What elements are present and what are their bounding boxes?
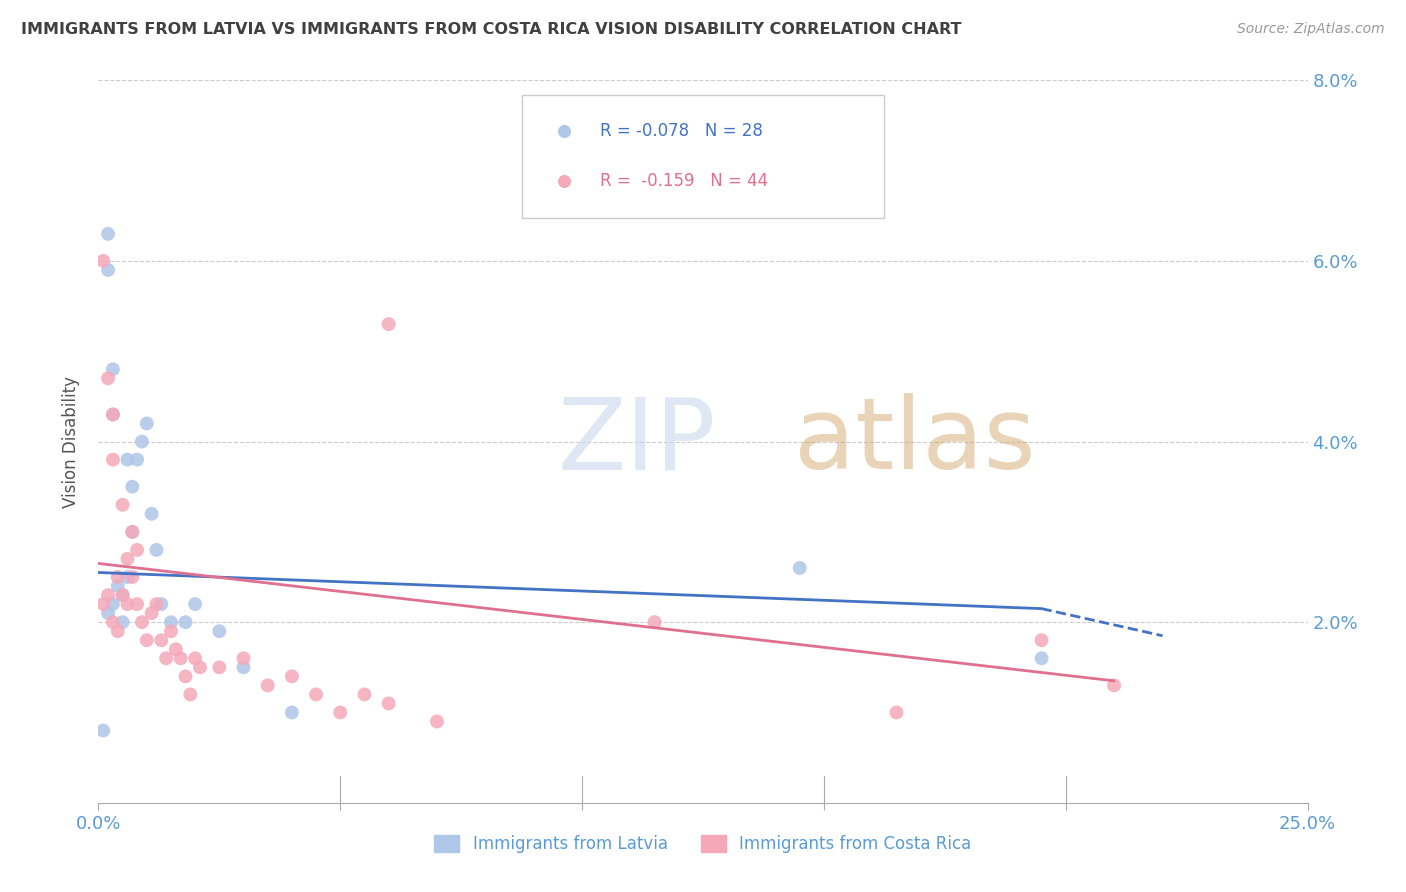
Point bbox=[179, 687, 201, 701]
Point bbox=[97, 588, 120, 602]
Point bbox=[184, 597, 207, 611]
Point bbox=[353, 687, 375, 701]
Point bbox=[111, 588, 134, 602]
Point bbox=[91, 253, 114, 268]
Point bbox=[101, 615, 124, 630]
Point bbox=[101, 597, 124, 611]
Point bbox=[160, 624, 183, 639]
Point bbox=[377, 317, 399, 331]
Point bbox=[121, 524, 143, 539]
Legend: Immigrants from Latvia, Immigrants from Costa Rica: Immigrants from Latvia, Immigrants from … bbox=[427, 828, 979, 860]
Point bbox=[165, 642, 187, 657]
Point bbox=[111, 498, 134, 512]
Point bbox=[886, 706, 908, 720]
Text: atlas: atlas bbox=[793, 393, 1035, 490]
Point bbox=[97, 371, 120, 385]
Point bbox=[256, 678, 278, 692]
Text: Source: ZipAtlas.com: Source: ZipAtlas.com bbox=[1237, 22, 1385, 37]
Point bbox=[150, 597, 173, 611]
Point bbox=[174, 615, 197, 630]
Point bbox=[131, 434, 153, 449]
Point bbox=[232, 651, 254, 665]
Point bbox=[281, 706, 304, 720]
Point bbox=[107, 570, 129, 584]
Point bbox=[97, 263, 120, 277]
Point bbox=[1102, 678, 1125, 692]
FancyBboxPatch shape bbox=[522, 95, 884, 218]
Text: R =  -0.159   N = 44: R = -0.159 N = 44 bbox=[600, 172, 768, 190]
Point bbox=[188, 660, 211, 674]
Point bbox=[131, 615, 153, 630]
Point bbox=[305, 687, 328, 701]
Text: IMMIGRANTS FROM LATVIA VS IMMIGRANTS FROM COSTA RICA VISION DISABILITY CORRELATI: IMMIGRANTS FROM LATVIA VS IMMIGRANTS FRO… bbox=[21, 22, 962, 37]
Point bbox=[232, 660, 254, 674]
Point bbox=[101, 408, 124, 422]
Point bbox=[135, 633, 157, 648]
Point bbox=[135, 417, 157, 431]
Point bbox=[111, 615, 134, 630]
Point bbox=[107, 579, 129, 593]
Point bbox=[97, 606, 120, 620]
Text: ZIP: ZIP bbox=[558, 393, 716, 490]
Point bbox=[377, 697, 399, 711]
Point bbox=[121, 524, 143, 539]
Point bbox=[184, 651, 207, 665]
Point bbox=[329, 706, 352, 720]
Point bbox=[281, 669, 304, 683]
Point bbox=[145, 597, 167, 611]
Point bbox=[644, 615, 666, 630]
Point bbox=[101, 452, 124, 467]
Point bbox=[426, 714, 449, 729]
Point bbox=[107, 624, 129, 639]
Point bbox=[789, 561, 811, 575]
Point bbox=[117, 452, 139, 467]
Point bbox=[155, 651, 177, 665]
Point bbox=[117, 570, 139, 584]
Point bbox=[160, 615, 183, 630]
Point bbox=[101, 362, 124, 376]
Point bbox=[97, 227, 120, 241]
Point bbox=[91, 723, 114, 738]
Point bbox=[121, 570, 143, 584]
Text: R = -0.078   N = 28: R = -0.078 N = 28 bbox=[600, 122, 763, 140]
Point bbox=[127, 542, 149, 557]
Point bbox=[117, 597, 139, 611]
Point bbox=[169, 651, 191, 665]
Point bbox=[121, 480, 143, 494]
Point bbox=[1031, 633, 1053, 648]
Point bbox=[117, 552, 139, 566]
Point bbox=[174, 669, 197, 683]
Point bbox=[141, 507, 163, 521]
Point bbox=[141, 606, 163, 620]
Y-axis label: Vision Disability: Vision Disability bbox=[62, 376, 80, 508]
Point bbox=[1031, 651, 1053, 665]
Point bbox=[101, 408, 124, 422]
Point bbox=[127, 597, 149, 611]
Point bbox=[208, 660, 231, 674]
Point bbox=[208, 624, 231, 639]
Point bbox=[145, 542, 167, 557]
Point bbox=[91, 597, 114, 611]
Point bbox=[150, 633, 173, 648]
Point bbox=[127, 452, 149, 467]
Point bbox=[111, 588, 134, 602]
